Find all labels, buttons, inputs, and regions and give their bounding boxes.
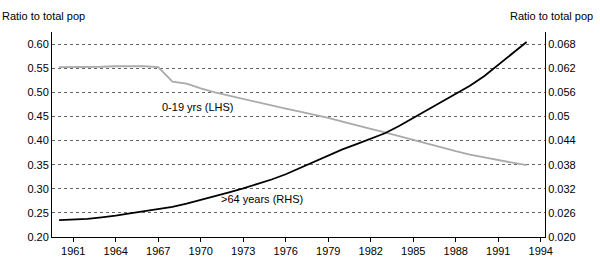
svg-text:0.068: 0.068 — [548, 38, 576, 50]
svg-text:1976: 1976 — [274, 245, 298, 257]
svg-text:1970: 1970 — [189, 245, 213, 257]
svg-text:1985: 1985 — [401, 245, 425, 257]
svg-text:0.55: 0.55 — [27, 62, 48, 74]
svg-text:1994: 1994 — [529, 245, 553, 257]
svg-text:Ratio to total pop: Ratio to total pop — [2, 10, 85, 22]
svg-text:0.60: 0.60 — [27, 38, 48, 50]
svg-text:0.20: 0.20 — [27, 231, 48, 243]
svg-text:0.45: 0.45 — [27, 110, 48, 122]
svg-text:1973: 1973 — [231, 245, 255, 257]
svg-text:0-19 yrs (LHS): 0-19 yrs (LHS) — [162, 101, 234, 113]
svg-text:0.032: 0.032 — [548, 183, 576, 195]
svg-text:1982: 1982 — [359, 245, 383, 257]
svg-text:>64 years (RHS): >64 years (RHS) — [221, 193, 303, 205]
svg-text:0.50: 0.50 — [27, 86, 48, 98]
svg-text:1991: 1991 — [486, 245, 510, 257]
svg-text:0.40: 0.40 — [27, 134, 48, 146]
svg-text:0.026: 0.026 — [548, 207, 576, 219]
svg-text:0.35: 0.35 — [27, 159, 48, 171]
svg-text:1979: 1979 — [316, 245, 340, 257]
svg-text:0.30: 0.30 — [27, 183, 48, 195]
svg-text:0.044: 0.044 — [548, 134, 576, 146]
svg-text:1961: 1961 — [61, 245, 85, 257]
svg-text:0.020: 0.020 — [548, 231, 576, 243]
svg-text:0.25: 0.25 — [27, 207, 48, 219]
svg-text:1964: 1964 — [104, 245, 128, 257]
svg-text:0.056: 0.056 — [548, 86, 576, 98]
svg-text:0.038: 0.038 — [548, 159, 576, 171]
svg-text:Ratio to total pop: Ratio to total pop — [510, 10, 593, 22]
svg-text:0.062: 0.062 — [548, 62, 576, 74]
svg-text:1988: 1988 — [444, 245, 468, 257]
svg-text:0.05: 0.05 — [548, 110, 569, 122]
svg-text:1967: 1967 — [146, 245, 170, 257]
